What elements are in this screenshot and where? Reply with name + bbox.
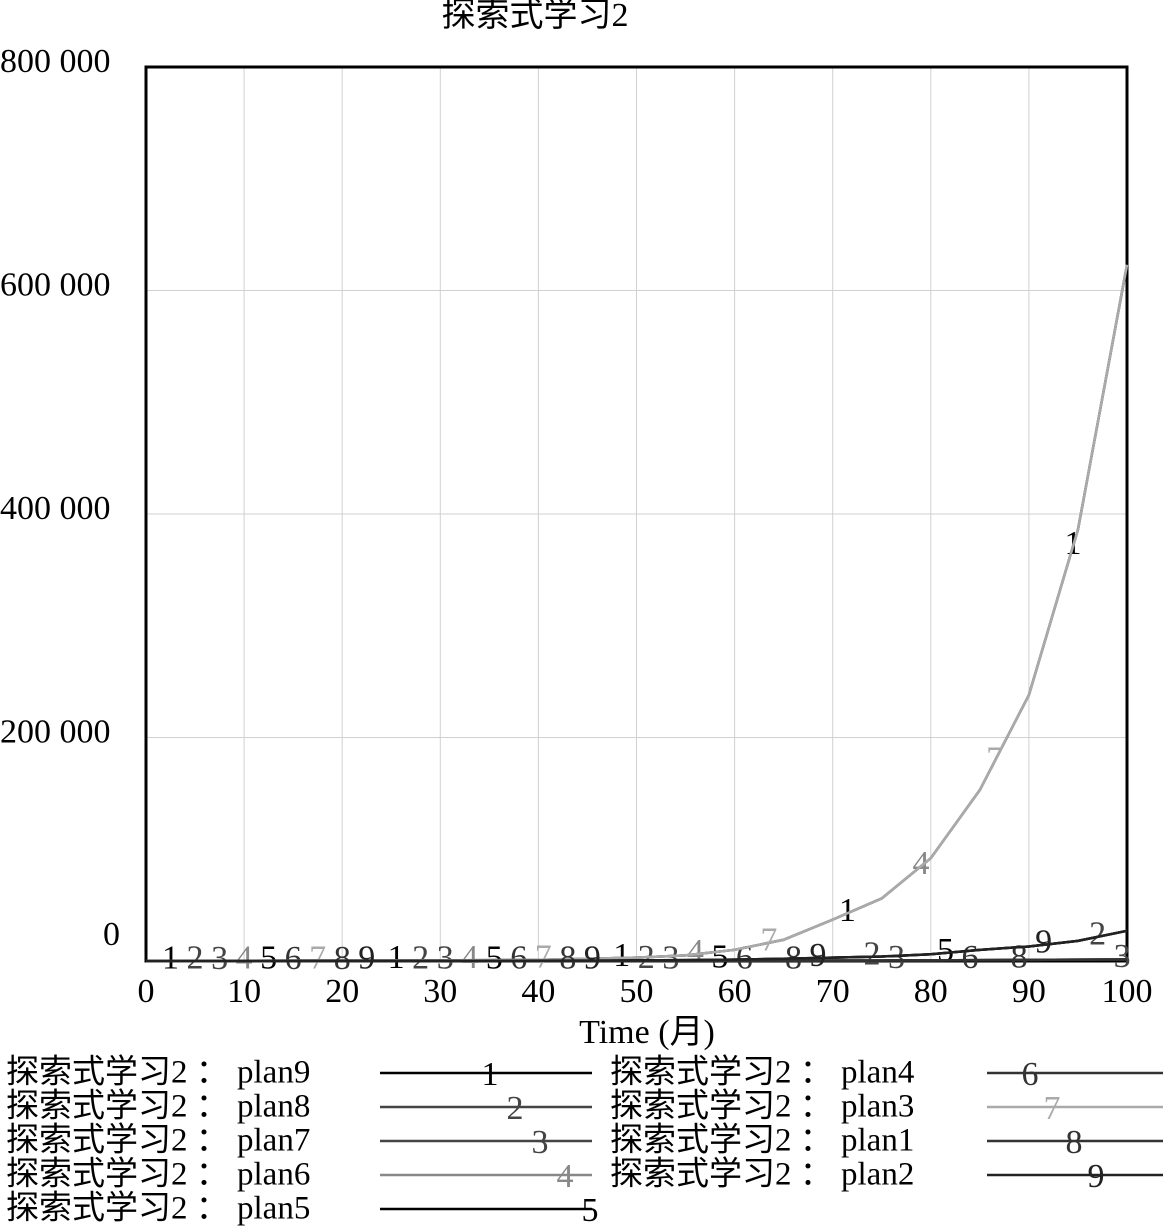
legend-label: 探索式学习2 ： plan7	[6, 1122, 310, 1159]
series-marker: 3	[437, 940, 454, 977]
series-marker: 3	[662, 940, 679, 977]
series-marker: 5	[260, 940, 277, 977]
x-tick-label: 0	[138, 973, 155, 1010]
x-tick-label: 10	[227, 973, 261, 1010]
x-tick-label: 20	[325, 973, 359, 1010]
series-marker: 5	[711, 939, 728, 976]
x-tick-label: 80	[914, 973, 948, 1010]
legend-marker: 5	[582, 1192, 599, 1229]
x-tick-label: 70	[816, 973, 850, 1010]
series-marker: 1	[162, 940, 179, 977]
series-marker: 1	[388, 939, 405, 976]
x-tick-label: 90	[1012, 973, 1046, 1010]
series-marker: 9	[1035, 924, 1052, 961]
legend-marker: 6	[1022, 1056, 1039, 1093]
x-axis-label: Time (月)	[579, 1014, 715, 1051]
legend-marker: 9	[1088, 1158, 1105, 1195]
legend-label: 探索式学习2 ： plan9	[6, 1054, 310, 1091]
y-tick-label: 0	[103, 916, 120, 953]
series-marker: 1	[613, 937, 630, 974]
series-marker: 7	[535, 939, 552, 976]
x-tick-label: 60	[718, 973, 752, 1010]
series-marker: 8	[334, 940, 351, 977]
legend-label: 探索式学习2 ： plan5	[6, 1190, 310, 1227]
series-marker: 6	[736, 940, 753, 977]
legend-label: 探索式学习2 ： plan1	[610, 1122, 914, 1159]
x-tick-label: 50	[620, 973, 654, 1010]
legend-label: 探索式学习2 ： plan2	[610, 1156, 914, 1193]
legend-marker: 4	[557, 1158, 574, 1195]
series-marker: 5	[486, 940, 503, 977]
series-marker: 4	[461, 939, 478, 976]
chart-title: 探索式学习2	[442, 0, 629, 34]
series-marker: 3	[888, 939, 905, 976]
series-marker: 3	[1114, 938, 1131, 975]
series-marker: 6	[285, 940, 302, 977]
legend-marker: 7	[1044, 1090, 1061, 1127]
legend-label: 探索式学习2 ： plan4	[610, 1054, 914, 1091]
series-marker: 3	[211, 940, 228, 977]
series-marker: 6	[962, 939, 979, 976]
series-marker: 7	[986, 740, 1003, 777]
series-marker: 7	[309, 939, 326, 976]
y-tick-label: 600 000	[0, 266, 111, 303]
legend-label: 探索式学习2 ： plan8	[6, 1088, 310, 1125]
series-marker: 1	[839, 892, 856, 929]
x-tick-label: 40	[521, 973, 555, 1010]
legend-marker: 1	[482, 1056, 499, 1093]
x-tick-label: 100	[1102, 973, 1153, 1010]
series-marker: 8	[559, 940, 576, 977]
series-marker: 2	[863, 936, 880, 973]
series-marker: 2	[1089, 916, 1106, 953]
series-marker: 5	[937, 932, 954, 969]
series-marker: 9	[358, 940, 375, 977]
series-marker: 9	[584, 939, 601, 976]
series-marker: 4	[236, 940, 253, 977]
legend-marker: 8	[1066, 1124, 1083, 1161]
legend-label: 探索式学习2 ： plan6	[6, 1156, 310, 1193]
y-tick-label: 400 000	[0, 490, 111, 527]
legend-label: 探索式学习2 ： plan3	[610, 1088, 914, 1125]
series-marker: 2	[412, 940, 429, 977]
y-tick-label: 800 000	[0, 43, 111, 80]
series-marker: 4	[912, 845, 929, 882]
series-marker: 7	[760, 922, 777, 959]
legend-marker: 3	[532, 1124, 549, 1161]
series-marker: 6	[510, 940, 527, 977]
x-tick-label: 30	[423, 973, 457, 1010]
series-marker: 9	[809, 937, 826, 974]
series-line	[145, 929, 1128, 963]
legend-marker: 2	[507, 1090, 524, 1127]
series-marker: 4	[687, 933, 704, 970]
y-tick-label: 200 000	[0, 713, 111, 750]
series-marker: 8	[1011, 939, 1028, 976]
series-marker: 2	[187, 940, 204, 977]
